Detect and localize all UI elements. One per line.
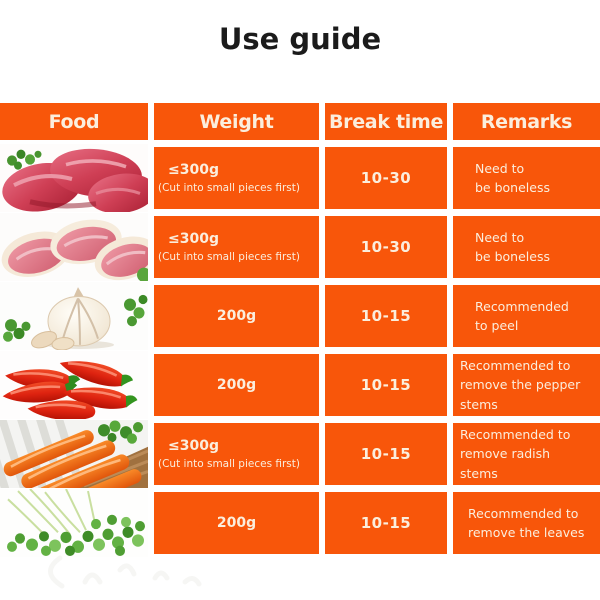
weight-cell-row1: ≤300g (Cut into small pieces first) (154, 147, 319, 209)
remarks-cell-row6: Recommended to remove the leaves (453, 492, 600, 554)
pork-chops-image (0, 213, 148, 281)
use-guide-table: Food Weight Break time Remarks (0, 103, 600, 557)
break-time-cell-row2: 10-30 (325, 216, 447, 278)
watermark-squiggle (48, 555, 202, 589)
garlic-image (0, 282, 148, 350)
break-time-cell-row6: 10-15 (325, 492, 447, 554)
column-header-remarks: Remarks (453, 103, 600, 140)
remarks-cell-row4: Recommended to remove the pepper stems (453, 354, 600, 416)
break-time-cell-row5: 10-15 (325, 423, 447, 485)
column-header-break-time: Break time (325, 103, 447, 140)
page-title: Use guide (218, 22, 382, 56)
red-peppers-image (0, 351, 148, 419)
weight-cell-row3: 200g (154, 285, 319, 347)
break-time-cell-row1: 10-30 (325, 147, 447, 209)
carrots-image (0, 420, 148, 488)
weight-cell-row4: 200g (154, 354, 319, 416)
food-image-garlic (0, 282, 148, 350)
weight-value: ≤300g (168, 438, 219, 454)
weight-value: ≤300g (168, 231, 219, 247)
column-header-weight: Weight (154, 103, 319, 140)
column-header-food: Food (0, 103, 148, 140)
remarks-cell-row5: Recommended to remove radish stems (453, 423, 600, 485)
weight-value: 200g (216, 308, 257, 324)
break-time-cell-row4: 10-15 (325, 354, 447, 416)
food-image-pork (0, 213, 148, 281)
weight-value: 200g (216, 377, 257, 393)
weight-note: (Cut into small pieces first) (158, 182, 300, 194)
weight-note: (Cut into small pieces first) (158, 458, 300, 470)
cilantro-image (0, 489, 148, 557)
beef-chunks-image (0, 144, 148, 212)
weight-value: 200g (216, 515, 257, 531)
break-time-cell-row3: 10-15 (325, 285, 447, 347)
remarks-cell-row3: Recommended to peel (453, 285, 600, 347)
weight-cell-row2: ≤300g (Cut into small pieces first) (154, 216, 319, 278)
food-image-peppers (0, 351, 148, 419)
weight-note: (Cut into small pieces first) (158, 251, 300, 263)
remarks-cell-row2: Need to be boneless (453, 216, 600, 278)
food-image-cilantro (0, 489, 148, 557)
weight-cell-row6: 200g (154, 492, 319, 554)
food-image-beef (0, 144, 148, 212)
weight-cell-row5: ≤300g (Cut into small pieces first) (154, 423, 319, 485)
weight-value: ≤300g (168, 162, 219, 178)
food-image-carrots (0, 420, 148, 488)
remarks-cell-row1: Need to be boneless (453, 147, 600, 209)
